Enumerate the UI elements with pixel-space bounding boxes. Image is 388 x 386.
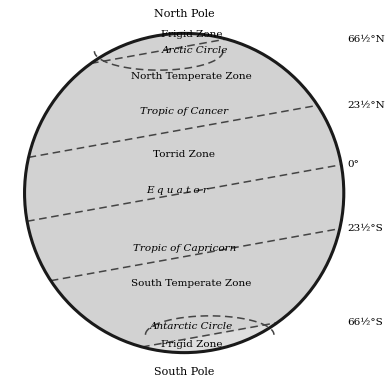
Text: 23½°S: 23½°S [348,224,383,233]
Text: South Pole: South Pole [154,367,214,377]
Text: Tropic of Capricorn: Tropic of Capricorn [133,244,236,253]
Text: South Temperate Zone: South Temperate Zone [131,279,252,288]
Polygon shape [91,33,226,63]
Polygon shape [24,34,344,353]
Polygon shape [24,33,344,347]
Polygon shape [24,33,344,353]
Text: 0°: 0° [348,160,359,169]
Text: Arctic Circle: Arctic Circle [162,46,229,54]
Text: 66½°S: 66½°S [348,318,383,327]
Text: Torrid Zone: Torrid Zone [153,150,215,159]
Text: North Temperate Zone: North Temperate Zone [131,72,252,81]
Text: E q u a t o r: E q u a t o r [146,186,208,195]
Polygon shape [24,33,344,353]
Text: North Pole: North Pole [154,9,215,19]
Text: 66½°N: 66½°N [348,34,385,44]
Text: 23½°N: 23½°N [348,101,385,110]
Text: Frigid Zone: Frigid Zone [161,340,222,349]
Polygon shape [29,34,344,353]
Text: Antarctic Circle: Antarctic Circle [150,322,233,331]
Text: Frigid Zone: Frigid Zone [161,30,222,39]
Text: Tropic of Cancer: Tropic of Cancer [140,107,228,117]
